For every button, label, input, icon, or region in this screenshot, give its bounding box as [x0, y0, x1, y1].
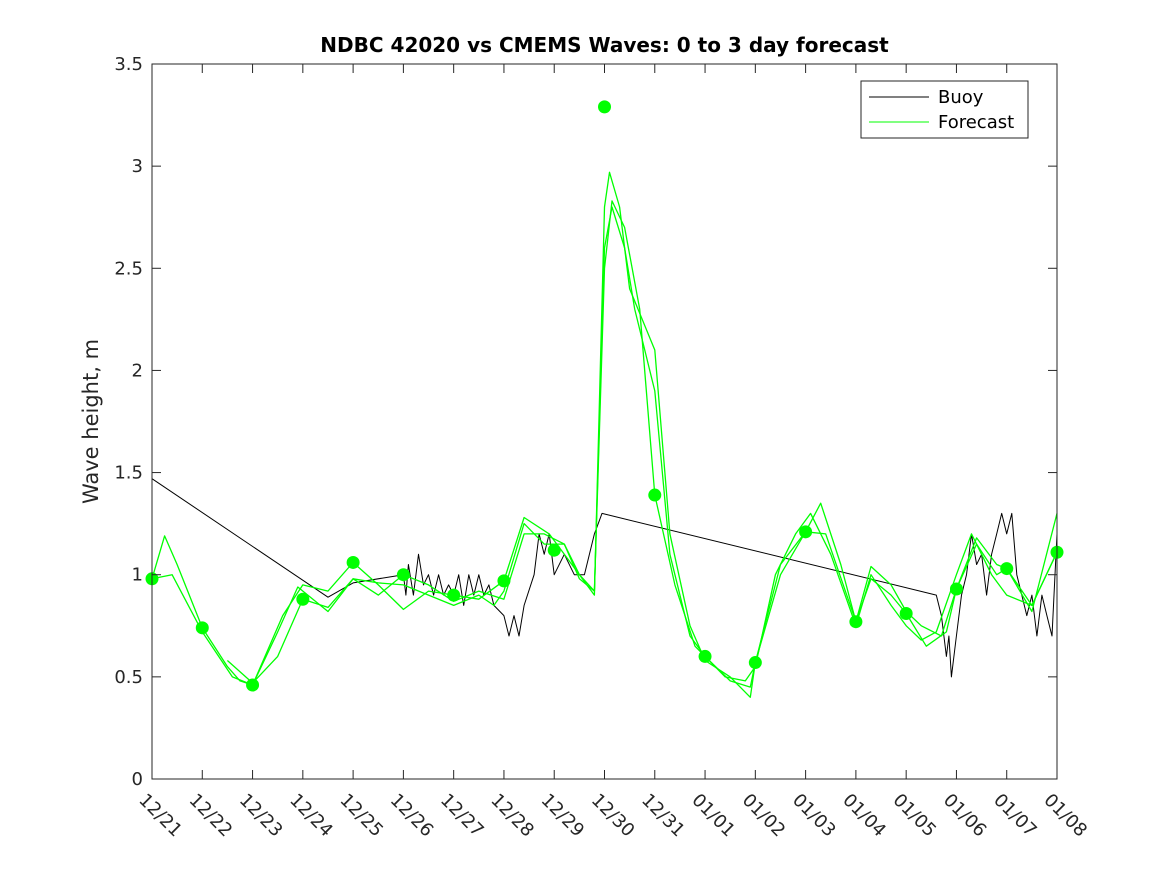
y-tick-label: 0.5 [114, 667, 143, 688]
y-axis-ticks: 0 0.5 1 1.5 2 2.5 3 3.5 [114, 54, 1057, 790]
legend-label-buoy: Buoy [938, 87, 984, 108]
legend: Buoy Forecast [860, 80, 1029, 139]
forecast-start-marker [1000, 562, 1014, 576]
forecast-start-marker [195, 621, 209, 635]
forecast-start-marker [296, 592, 310, 606]
legend-box [860, 80, 1029, 139]
forecast-start-marker [799, 525, 813, 539]
forecast-start-marker [748, 656, 762, 670]
y-tick-label: 3 [132, 156, 143, 177]
chart-title: NDBC 42020 vs CMEMS Waves: 0 to 3 day fo… [320, 33, 889, 57]
forecast-start-marker [396, 568, 410, 582]
y-axis-label: Wave height, m [79, 339, 103, 504]
y-tick-label: 0 [132, 769, 143, 790]
y-tick-label: 1 [132, 565, 143, 586]
forecast-start-marker [346, 555, 360, 569]
forecast-start-marker [849, 615, 863, 629]
marker-layer [145, 100, 1064, 692]
forecast-start-marker [447, 588, 461, 602]
forecast-start-marker [698, 649, 712, 663]
legend-label-forecast: Forecast [938, 112, 1014, 133]
y-tick-label: 3.5 [114, 54, 143, 75]
y-tick-label: 2 [132, 360, 143, 381]
forecast-start-marker [598, 100, 611, 114]
forecast-start-marker [648, 488, 662, 502]
forecast-start-marker [899, 607, 913, 621]
y-tick-label: 1.5 [114, 463, 143, 484]
forecast-start-marker [547, 543, 561, 557]
forecast-start-marker [949, 582, 963, 596]
y-tick-label: 2.5 [114, 258, 143, 279]
forecast-start-marker [246, 678, 260, 692]
forecast-start-marker [497, 574, 511, 588]
series-line-forecast-1 [151, 206, 1058, 686]
